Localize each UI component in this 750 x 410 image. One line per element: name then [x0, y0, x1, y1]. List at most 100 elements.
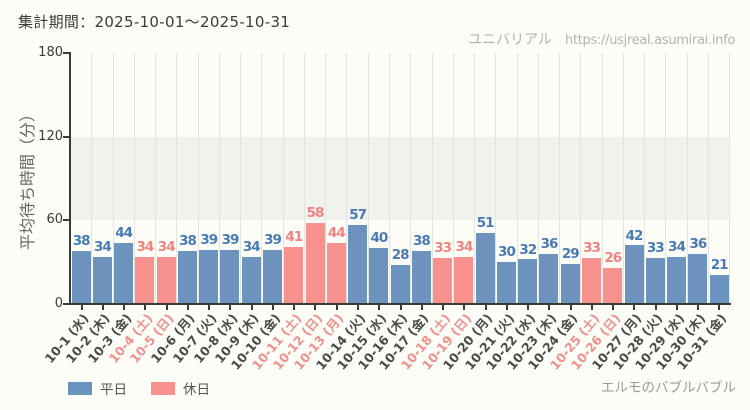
bar-column: 34: [454, 53, 476, 304]
bar-column: 51: [475, 53, 497, 304]
bar-column: 40: [369, 53, 390, 304]
bar-weekday: [645, 258, 665, 304]
bar-holiday: [326, 242, 346, 304]
bar-value-label: 34: [94, 238, 112, 255]
bar-column: 28: [390, 53, 412, 304]
bar-weekday: [177, 251, 197, 304]
bar-column: 58: [305, 53, 327, 304]
bar-value-label: 44: [115, 224, 133, 241]
bar-columns: 38 34 44 34 34 38 39 39 34 39 41 58 44 57 40 28 38 33 34 51…: [71, 53, 731, 304]
report-period-title: 集計期間：2025-10-01～2025-10-31: [18, 13, 291, 31]
legend-item-weekday: 平日: [68, 378, 127, 398]
x-tick-mark: [165, 305, 168, 310]
bar-holiday: [454, 256, 474, 304]
bar-holiday: [135, 256, 155, 304]
bar-weekday: [709, 274, 729, 304]
bar-weekday: [624, 245, 644, 304]
bar-value-label: 39: [200, 231, 218, 248]
y-tick-mark: [63, 135, 69, 138]
bar-column: 42: [624, 53, 646, 304]
bar-column: 33: [581, 53, 603, 304]
x-tick-mark: [208, 305, 211, 310]
bar-column: 39: [199, 53, 220, 304]
bar-holiday: [433, 258, 453, 304]
bar-value-label: 34: [668, 238, 686, 255]
bar-weekday: [199, 249, 219, 304]
bar-weekday: [667, 256, 687, 304]
legend-label-weekday: 平日: [100, 382, 127, 398]
bar-value-label: 34: [136, 238, 155, 255]
legend-item-holiday: 休日: [151, 378, 210, 398]
bar-weekday: [518, 259, 538, 304]
bar-value-label: 38: [72, 233, 91, 250]
bar-value-label: 44: [327, 224, 346, 241]
x-tick-mark: [633, 305, 636, 310]
bar-holiday: [603, 267, 623, 304]
bar-weekday: [560, 263, 580, 304]
bar-column: 36: [688, 53, 709, 304]
bar-value-label: 33: [583, 240, 601, 257]
y-axis-title: 平均待ち時間（分）: [18, 105, 37, 251]
x-tick-mark: [590, 305, 593, 310]
bar-value-label: 28: [391, 247, 410, 264]
bar-value-label: 57: [349, 206, 367, 223]
site-name: ユニバリアル: [468, 32, 553, 48]
x-tick-mark: [527, 305, 530, 310]
legend-swatch-holiday: [151, 381, 175, 395]
y-tick-mark: [63, 303, 69, 305]
bar-weekday: [92, 256, 112, 304]
bar-column: 34: [666, 53, 688, 304]
x-tick-mark: [420, 305, 423, 310]
bar-value-label: 36: [689, 235, 707, 252]
bar-value-label: 30: [498, 244, 516, 261]
y-tick-mark: [63, 219, 69, 222]
bar-column: 29: [560, 53, 582, 304]
legend: 平日 休日: [68, 378, 210, 398]
bar-column: 21: [709, 53, 731, 304]
bar-value-label: 40: [370, 230, 388, 247]
bar-column: 44: [114, 53, 135, 304]
x-tick-mark: [186, 305, 189, 310]
x-tick-mark: [463, 305, 466, 310]
bar-value-label: 29: [561, 245, 580, 262]
y-tick-mark: [63, 52, 69, 54]
x-tick-mark: [335, 305, 338, 310]
bar-weekday: [114, 242, 134, 304]
x-tick-mark: [250, 305, 253, 310]
x-tick-mark: [399, 305, 402, 310]
bar-column: 34: [156, 53, 178, 304]
x-tick-mark: [654, 305, 657, 310]
x-tick-mark: [123, 305, 126, 310]
bar-value-label: 41: [285, 228, 303, 245]
bar-weekday: [71, 251, 91, 304]
bar-value-label: 34: [242, 238, 261, 255]
bar-value-label: 33: [646, 240, 665, 257]
x-tick-mark: [484, 305, 487, 310]
bar-column: 34: [135, 53, 157, 304]
bar-value-label: 38: [412, 233, 431, 250]
x-tick-mark: [718, 305, 721, 310]
bar-weekday: [220, 249, 240, 304]
bar-value-label: 38: [179, 233, 197, 250]
bar-column: 44: [326, 53, 348, 304]
bar-weekday: [390, 265, 410, 304]
x-tick-mark: [101, 305, 104, 310]
bar-value-label: 39: [221, 231, 240, 248]
y-tick-label: 180: [38, 45, 63, 60]
y-tick-label: 120: [38, 128, 63, 144]
bar-column: 33: [433, 53, 454, 304]
bar-weekday: [369, 248, 389, 304]
bar-holiday: [284, 246, 304, 304]
bar-weekday: [411, 251, 431, 304]
x-tick-mark: [505, 305, 508, 310]
x-tick-mark: [271, 305, 274, 310]
bar-value-label: 42: [625, 227, 644, 244]
x-tick-mark: [697, 305, 700, 310]
bar-column: 57: [347, 53, 369, 304]
bar-value-label: 36: [540, 235, 559, 252]
x-tick-mark: [80, 305, 83, 310]
bar-column: 38: [177, 53, 199, 304]
bar-weekday: [688, 253, 708, 304]
bar-value-label: 26: [604, 249, 622, 266]
x-tick-mark: [675, 305, 678, 310]
